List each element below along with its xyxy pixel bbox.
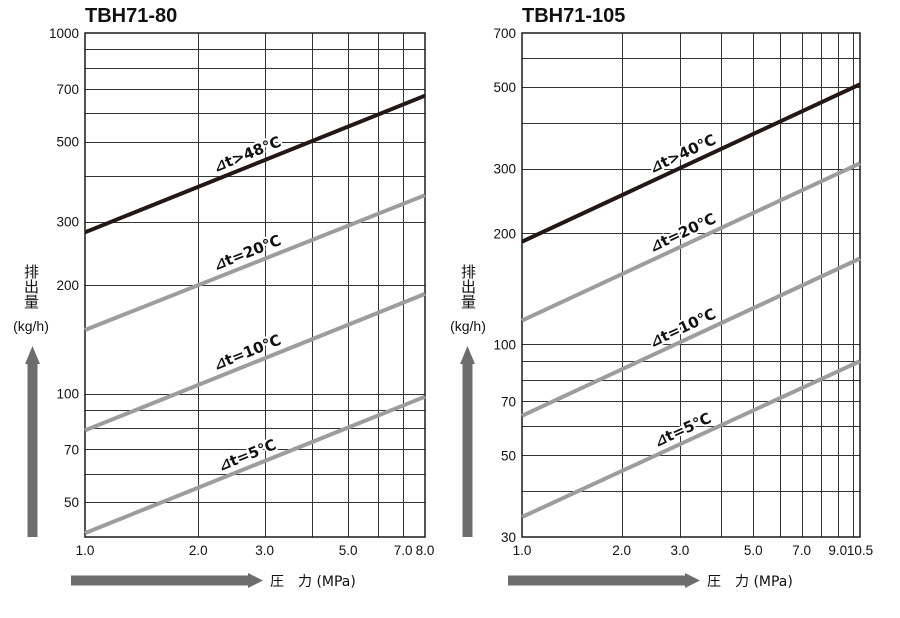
plot-area: 1.0 2.0 3.0 5.0 7.0 9.0 10.5 700 500 300 200 100 70 5… bbox=[493, 26, 873, 558]
plot-area: 1.0 2.0 3.0 5.0 7.0 8.0 1000 700 500 300 200 100 70 5… bbox=[49, 26, 434, 558]
y-tick-label: 300 bbox=[56, 215, 79, 230]
y-tick-label: 700 bbox=[56, 82, 79, 97]
series-label: ⊿t=10℃ bbox=[211, 331, 284, 374]
x-tick-label: 9.0 bbox=[828, 543, 847, 558]
y-tick-label: 300 bbox=[493, 162, 516, 177]
y-tick-label: 70 bbox=[501, 394, 516, 409]
chart-title: TBH71-80 bbox=[85, 5, 177, 27]
x-axis-arrow bbox=[508, 573, 700, 588]
x-tick-label: 2.0 bbox=[612, 543, 631, 558]
x-axis-label: 圧 力 (MPa) bbox=[707, 574, 793, 590]
plot-frame bbox=[521, 32, 861, 538]
y-axis-label: 排出量 bbox=[22, 264, 40, 309]
x-tick-label: 3.0 bbox=[255, 543, 274, 558]
y-tick-label: 200 bbox=[493, 226, 516, 241]
x-tick-label: 10.5 bbox=[847, 543, 873, 558]
series-labels: ⊿t>48℃⊿t=20℃⊿t=10℃⊿t=5℃ bbox=[209, 131, 286, 477]
y-axis-arrow bbox=[460, 346, 475, 537]
y-tick-label: 70 bbox=[64, 442, 79, 457]
x-tick-label: 1.0 bbox=[76, 543, 95, 558]
y-tick-label: 500 bbox=[56, 135, 79, 150]
series-line bbox=[84, 292, 426, 433]
plot-frame bbox=[84, 32, 426, 538]
y-tick-label: 200 bbox=[56, 278, 79, 293]
series-line bbox=[521, 256, 861, 418]
series-line bbox=[521, 359, 861, 519]
x-tick-label: 5.0 bbox=[744, 543, 763, 558]
x-tick-labels: 1.0 2.0 3.0 5.0 7.0 8.0 bbox=[76, 543, 435, 558]
y-tick-label: 1000 bbox=[49, 26, 79, 41]
chart-panel-left: TBH71-80 1.0 2.0 3.0 5.0 7.0 8.0 1000 700 500 300… bbox=[13, 5, 434, 590]
series-line bbox=[84, 93, 426, 235]
y-axis-unit: (kg/h) bbox=[450, 318, 486, 334]
y-tick-label: 50 bbox=[501, 448, 516, 463]
x-tick-label: 8.0 bbox=[416, 543, 435, 558]
series-lines bbox=[521, 82, 861, 519]
y-tick-label: 700 bbox=[493, 26, 516, 41]
y-axis-label: 排出量 bbox=[459, 264, 477, 309]
series-line bbox=[84, 193, 426, 332]
series-line bbox=[521, 82, 861, 244]
y-tick-label: 50 bbox=[64, 495, 79, 510]
x-tick-label: 5.0 bbox=[339, 543, 358, 558]
y-axis-arrow bbox=[25, 346, 40, 537]
x-tick-label: 7.0 bbox=[792, 543, 811, 558]
y-tick-label: 100 bbox=[493, 337, 516, 352]
series-lines bbox=[84, 93, 426, 535]
y-tick-label: 30 bbox=[501, 530, 516, 545]
grid bbox=[85, 33, 425, 537]
chart-panel-right: TBH71-105 1.0 2.0 3.0 5.0 7.0 9.0 10.5 700 500 30… bbox=[450, 5, 873, 590]
series-line bbox=[84, 394, 426, 535]
y-tick-label: 100 bbox=[56, 387, 79, 402]
series-label: ⊿t>48℃ bbox=[211, 133, 284, 176]
x-axis-arrow bbox=[71, 573, 263, 588]
x-tick-label: 3.0 bbox=[671, 543, 690, 558]
x-tick-label: 7.0 bbox=[394, 543, 413, 558]
y-tick-label: 500 bbox=[493, 80, 516, 95]
x-axis-label: 圧 力 (MPa) bbox=[270, 574, 356, 590]
chart-title: TBH71-105 bbox=[522, 5, 625, 27]
x-tick-label: 1.0 bbox=[513, 543, 532, 558]
y-axis-unit: (kg/h) bbox=[13, 318, 49, 334]
series-line bbox=[521, 161, 861, 323]
y-tick-labels: 1000 700 500 300 200 100 70 50 bbox=[49, 26, 79, 510]
y-tick-labels: 700 500 300 200 100 70 50 30 bbox=[493, 26, 516, 545]
x-tick-label: 2.0 bbox=[189, 543, 208, 558]
x-tick-labels: 1.0 2.0 3.0 5.0 7.0 9.0 10.5 bbox=[513, 543, 874, 558]
